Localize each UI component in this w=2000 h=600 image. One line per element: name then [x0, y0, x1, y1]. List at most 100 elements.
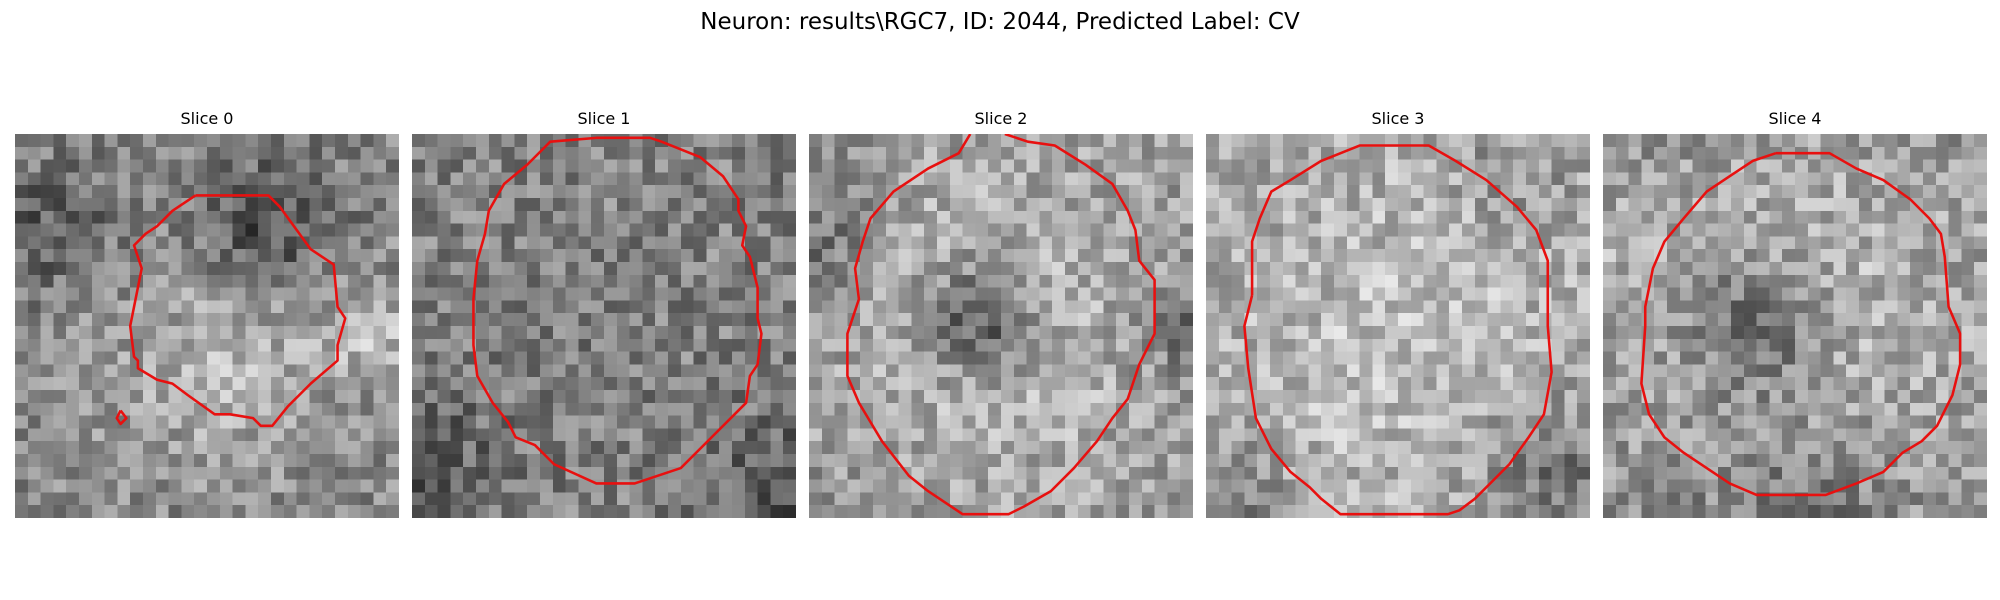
slice-image [1603, 134, 1987, 518]
pixel [604, 466, 618, 480]
pixel [1436, 428, 1450, 442]
pixel [680, 172, 694, 186]
pixel [1910, 262, 1924, 276]
pixel [744, 198, 758, 212]
pixel [1935, 428, 1949, 442]
pixel [1846, 364, 1860, 378]
pixel [1308, 262, 1322, 276]
pixel [1961, 313, 1975, 327]
pixel [693, 198, 707, 212]
pixel [1346, 313, 1360, 327]
pixel [732, 479, 746, 493]
pixel [1910, 364, 1924, 378]
pixel [1538, 300, 1552, 314]
pixel [719, 492, 733, 506]
pixel [975, 185, 989, 199]
pixel [629, 441, 643, 455]
pixel [783, 287, 796, 301]
pixel [834, 428, 848, 442]
pixel [1718, 364, 1732, 378]
pixel [1065, 198, 1079, 212]
pixel [1141, 172, 1155, 186]
pixel [1141, 313, 1155, 327]
pixel [79, 326, 93, 340]
pixel [514, 492, 528, 506]
pixel [219, 402, 233, 416]
pixel [1526, 454, 1540, 468]
pixel [604, 198, 618, 212]
pixel [860, 351, 874, 365]
pixel [1398, 249, 1412, 263]
pixel [1910, 223, 1924, 237]
pixel [1410, 185, 1424, 199]
pixel [1538, 351, 1552, 365]
pixel [1154, 402, 1168, 416]
pixel [245, 454, 259, 468]
pixel [1334, 466, 1348, 480]
pixel [693, 274, 707, 288]
pixel [1628, 390, 1642, 404]
pixel [1103, 326, 1117, 340]
pixel [66, 313, 80, 327]
pixel [937, 210, 951, 224]
pixel [360, 249, 374, 263]
pixel [860, 146, 874, 160]
pixel [616, 262, 630, 276]
pixel [1807, 159, 1821, 173]
pixel [578, 415, 592, 429]
pixel [1231, 377, 1245, 391]
pixel [744, 236, 758, 250]
pixel [1385, 198, 1399, 212]
pixel [1346, 185, 1360, 199]
pixel [770, 146, 784, 160]
pixel [1718, 351, 1732, 365]
pixel [1923, 300, 1937, 314]
pixel [271, 236, 285, 250]
pixel [258, 300, 272, 314]
pixel [1026, 402, 1040, 416]
pixel [1001, 274, 1015, 288]
pixel [1564, 300, 1578, 314]
pixel [79, 338, 93, 352]
pixel [911, 454, 925, 468]
pixel [1603, 223, 1617, 237]
pixel [1782, 505, 1796, 518]
pixel [706, 274, 720, 288]
pixel [1833, 390, 1847, 404]
pixel [629, 236, 643, 250]
pixel [1077, 377, 1091, 391]
pixel [770, 223, 784, 237]
pixel [1141, 134, 1155, 148]
pixel [642, 338, 656, 352]
pixel [1462, 428, 1476, 442]
pixel [1001, 172, 1015, 186]
pixel [1500, 159, 1514, 173]
pixel [1321, 441, 1335, 455]
pixel [386, 262, 399, 276]
pixel [949, 159, 963, 173]
pixel [1756, 415, 1770, 429]
pixel [1410, 210, 1424, 224]
pixel [194, 134, 208, 148]
pixel [1295, 262, 1309, 276]
pixel [143, 505, 157, 518]
pixel [719, 428, 733, 442]
pixel [1308, 390, 1322, 404]
pixel [988, 466, 1002, 480]
pixel [616, 351, 630, 365]
pixel [809, 210, 823, 224]
pixel [1372, 505, 1386, 518]
pixel [104, 274, 118, 288]
pixel [1436, 198, 1450, 212]
pixel [40, 428, 54, 442]
pixel [463, 377, 477, 391]
pixel [1743, 338, 1757, 352]
pixel [1564, 415, 1578, 429]
pixel [1103, 390, 1117, 404]
pixel [1474, 198, 1488, 212]
pixel [1795, 223, 1809, 237]
pixel [1577, 390, 1590, 404]
pixel [1065, 351, 1079, 365]
pixel [1065, 466, 1079, 480]
pixel [1743, 223, 1757, 237]
